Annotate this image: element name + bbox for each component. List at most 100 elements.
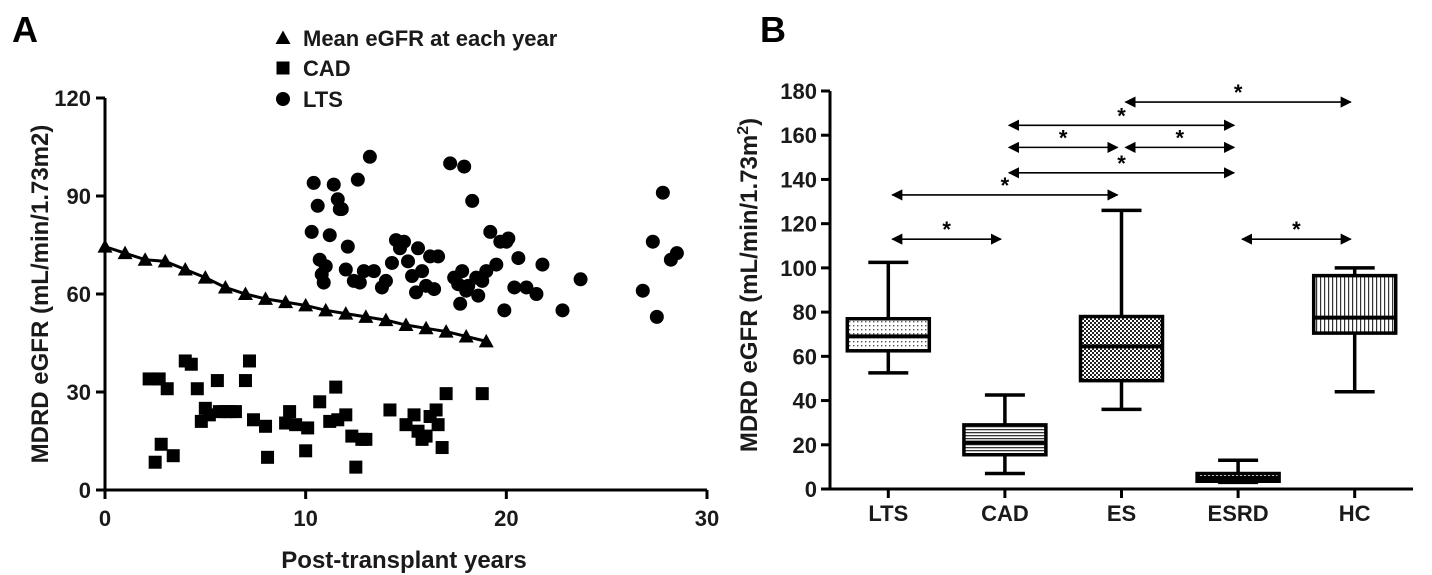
y-tick-label-b: 140 [780, 167, 817, 192]
cad-point [431, 418, 445, 432]
triangle-point [358, 309, 374, 323]
lts-point [649, 309, 664, 324]
triangle-point [438, 324, 454, 338]
lts-point [669, 246, 684, 261]
lts-point [453, 296, 468, 311]
lts-point [304, 224, 319, 239]
significance-star: * [1292, 217, 1301, 242]
y-axis-label-a: MDRD eGFR (mL/min/1.73m2) [27, 125, 54, 464]
cad-point [261, 450, 275, 464]
x-tick-label-b: CAD [981, 501, 1029, 526]
lts-point [457, 159, 472, 174]
lts-point [326, 177, 341, 192]
lts-point [322, 228, 337, 243]
significance-star: * [1001, 173, 1010, 198]
triangle-point [117, 245, 133, 260]
y-axis-label-b: MDRD eGFR (mL/min/1.73m2) [735, 118, 763, 452]
triangle-point [177, 262, 193, 276]
box-hc [1311, 266, 1398, 394]
lts-point [573, 272, 588, 287]
box-esrd [1195, 458, 1281, 485]
cad-point [160, 382, 174, 396]
lts-point [310, 198, 325, 213]
lts-point [356, 264, 371, 279]
x-tick-label-a: 0 [99, 506, 111, 531]
legend-a: Mean eGFR at each year CAD LTS [275, 26, 558, 112]
triangle-point [237, 286, 253, 300]
x-tick-label-b: LTS [868, 501, 908, 526]
lts-point [507, 280, 522, 295]
cad-point [345, 429, 359, 443]
lts-point [306, 175, 321, 190]
x-tick-label-a: 10 [293, 506, 317, 531]
lts-point [366, 264, 381, 279]
x-tick-label-b: HC [1339, 501, 1371, 526]
lts-point [334, 202, 349, 217]
y-tick-label-b: 60 [793, 344, 817, 369]
lts-point [489, 257, 504, 272]
cad-point [339, 408, 353, 422]
lts-point [378, 273, 393, 288]
x-axis-label-a: Post-transplant years [281, 547, 526, 574]
panel-label-b: B [760, 9, 786, 50]
lts-point [350, 172, 365, 187]
legend-label: LTS [303, 87, 343, 112]
box-cad [962, 393, 1048, 476]
triangle-point [258, 291, 274, 305]
y-tick-label-a: 60 [67, 282, 91, 307]
legend-marker-triangle [275, 30, 291, 44]
cad-point [399, 418, 413, 432]
cad-point [246, 413, 260, 427]
triangle-point [398, 317, 414, 332]
cad-point [210, 374, 224, 388]
cad-point [228, 405, 242, 419]
lts-point [396, 234, 411, 249]
significance-star: * [1176, 125, 1185, 150]
y-tick-label-b: 0 [805, 477, 817, 502]
triangle-point [197, 270, 213, 284]
cad-point [154, 437, 168, 451]
x-tick-label-b: ESRD [1208, 501, 1269, 526]
y-tick-label-a: 0 [79, 478, 91, 503]
lts-point [409, 285, 424, 300]
lts-point [645, 234, 660, 249]
cad-point [313, 395, 327, 409]
triangle-point [157, 253, 173, 268]
cad-point [289, 418, 303, 432]
triangle-point [298, 297, 314, 312]
cad-point [166, 449, 180, 463]
cad-point [349, 460, 363, 474]
cad-point [202, 408, 216, 422]
legend-label: CAD [303, 56, 351, 81]
cad-point [142, 372, 156, 386]
cad-point [299, 444, 313, 458]
x-tick-label-b: ES [1107, 501, 1136, 526]
significance-star: * [1234, 80, 1243, 105]
triangle-point [378, 312, 394, 327]
y-tick-label-b: 160 [780, 123, 817, 148]
box-es [1078, 208, 1165, 412]
cad-point [184, 357, 198, 371]
lts-point [555, 303, 570, 318]
lts-point [519, 280, 534, 295]
lts-point [443, 156, 458, 171]
cad-point [475, 387, 489, 401]
triangle-point [478, 333, 494, 348]
y-tick-label-a: 120 [54, 86, 91, 111]
x-tick-label-a: 30 [695, 506, 719, 531]
cad-point [283, 405, 297, 419]
y-tick-label-a: 90 [67, 184, 91, 209]
box-lts [845, 260, 932, 375]
lts-point [535, 257, 550, 272]
box-iqr [962, 423, 1048, 457]
cad-point [383, 403, 397, 417]
lts-point [431, 249, 446, 264]
legend-label: Mean eGFR at each year [303, 26, 558, 51]
box-iqr [1078, 314, 1165, 383]
box-plot-b: MDRD eGFR (mL/min/1.73m2) 0 20 40 60 80 100 12… [735, 79, 1413, 526]
lts-point [362, 149, 377, 164]
lts-point [479, 264, 494, 279]
lts-point [483, 224, 498, 239]
y-tick-label-a: 30 [67, 380, 91, 405]
cad-point [435, 441, 449, 455]
